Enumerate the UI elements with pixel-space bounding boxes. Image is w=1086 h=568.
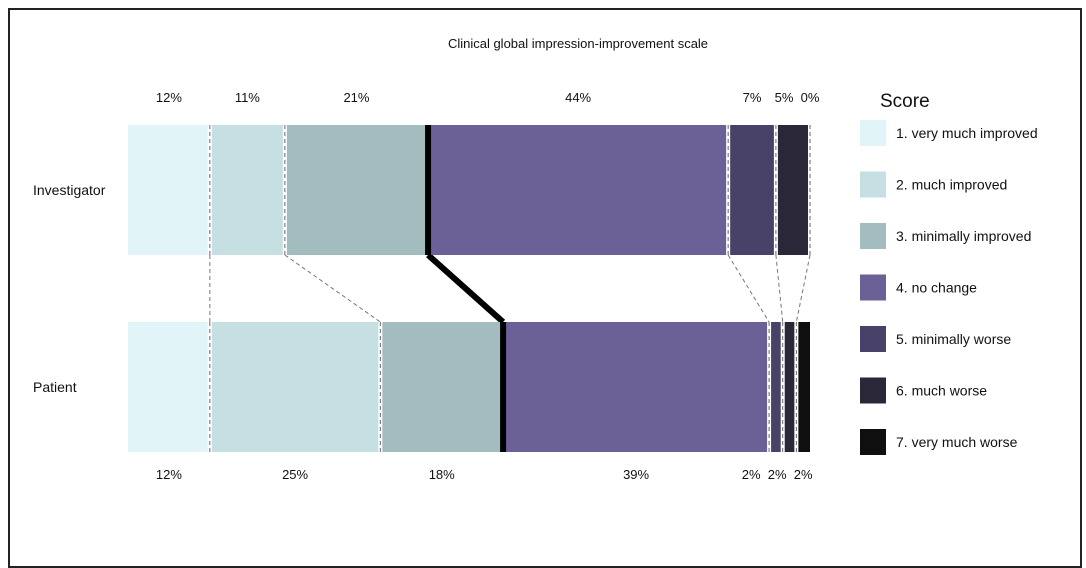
- chart-svg: Clinical global impression-improvement s…: [33, 36, 1038, 482]
- connector-lines: [209, 252, 811, 325]
- legend-label: 1. very much improved: [896, 125, 1038, 141]
- bar-segment: [796, 322, 810, 452]
- connector-line: [284, 254, 381, 323]
- segment-label: 2%: [742, 467, 761, 482]
- connector-line: [727, 254, 770, 323]
- legend-label: 3. minimally improved: [896, 228, 1031, 244]
- segment-label: 39%: [623, 467, 649, 482]
- category-labels: Investigator Patient: [33, 182, 106, 395]
- bar-segment: [775, 125, 810, 255]
- legend-swatch: [860, 120, 886, 146]
- bars: [128, 125, 812, 452]
- bar-segment: [782, 322, 797, 452]
- bar-segment: [128, 125, 210, 255]
- segment-label: 44%: [565, 90, 591, 105]
- category-label: Investigator: [33, 182, 106, 198]
- legend-swatch: [860, 377, 886, 404]
- segment-label: 18%: [429, 467, 455, 482]
- median-connector: [426, 252, 506, 325]
- legend-swatch: [860, 326, 886, 352]
- segment-label: 2%: [794, 467, 813, 482]
- legend-title: Score: [880, 91, 930, 112]
- segment-labels: 12% 11% 21% 44% 7% 5% 0% 12% 25% 18% 39% 2% 2% 2%: [156, 90, 820, 482]
- legend-swatch: [860, 274, 886, 301]
- legend-label: 5. minimally worse: [896, 331, 1011, 347]
- segment-label: 11%: [235, 90, 260, 105]
- segment-label: 21%: [343, 90, 369, 105]
- bar-segment: [769, 322, 783, 452]
- legend-label: 4. no change: [896, 280, 977, 296]
- segment-label: 25%: [282, 467, 308, 482]
- bar-segment: [728, 125, 776, 255]
- connector-line: [795, 254, 811, 323]
- legend-label: 7. very much worse: [896, 434, 1018, 450]
- segment-label: 2%: [768, 467, 787, 482]
- legend-swatch: [860, 429, 886, 455]
- bar-segment: [380, 322, 504, 452]
- legend-label: 6. much worse: [896, 383, 987, 399]
- chart-title: Clinical global impression-improvement s…: [448, 36, 708, 51]
- segment-label: 7%: [743, 90, 762, 105]
- legend-label: 2. much improved: [896, 177, 1007, 193]
- legend: Score 1. very much improved 2. much impro…: [860, 91, 1038, 455]
- segment-label: 12%: [156, 467, 182, 482]
- bar-segment: [284, 125, 429, 255]
- bar-segment: [503, 322, 770, 452]
- bar-segment: [128, 322, 210, 452]
- legend-swatch: [860, 223, 886, 249]
- segment-label: 0%: [801, 90, 820, 105]
- bar-segment: [209, 322, 381, 452]
- connector-line: [775, 254, 784, 323]
- segment-label: 5%: [775, 90, 794, 105]
- bar-segment: [209, 125, 285, 255]
- bar-segment: [428, 125, 729, 255]
- segment-label: 12%: [156, 90, 182, 105]
- category-label: Patient: [33, 379, 77, 395]
- legend-swatch: [860, 171, 886, 198]
